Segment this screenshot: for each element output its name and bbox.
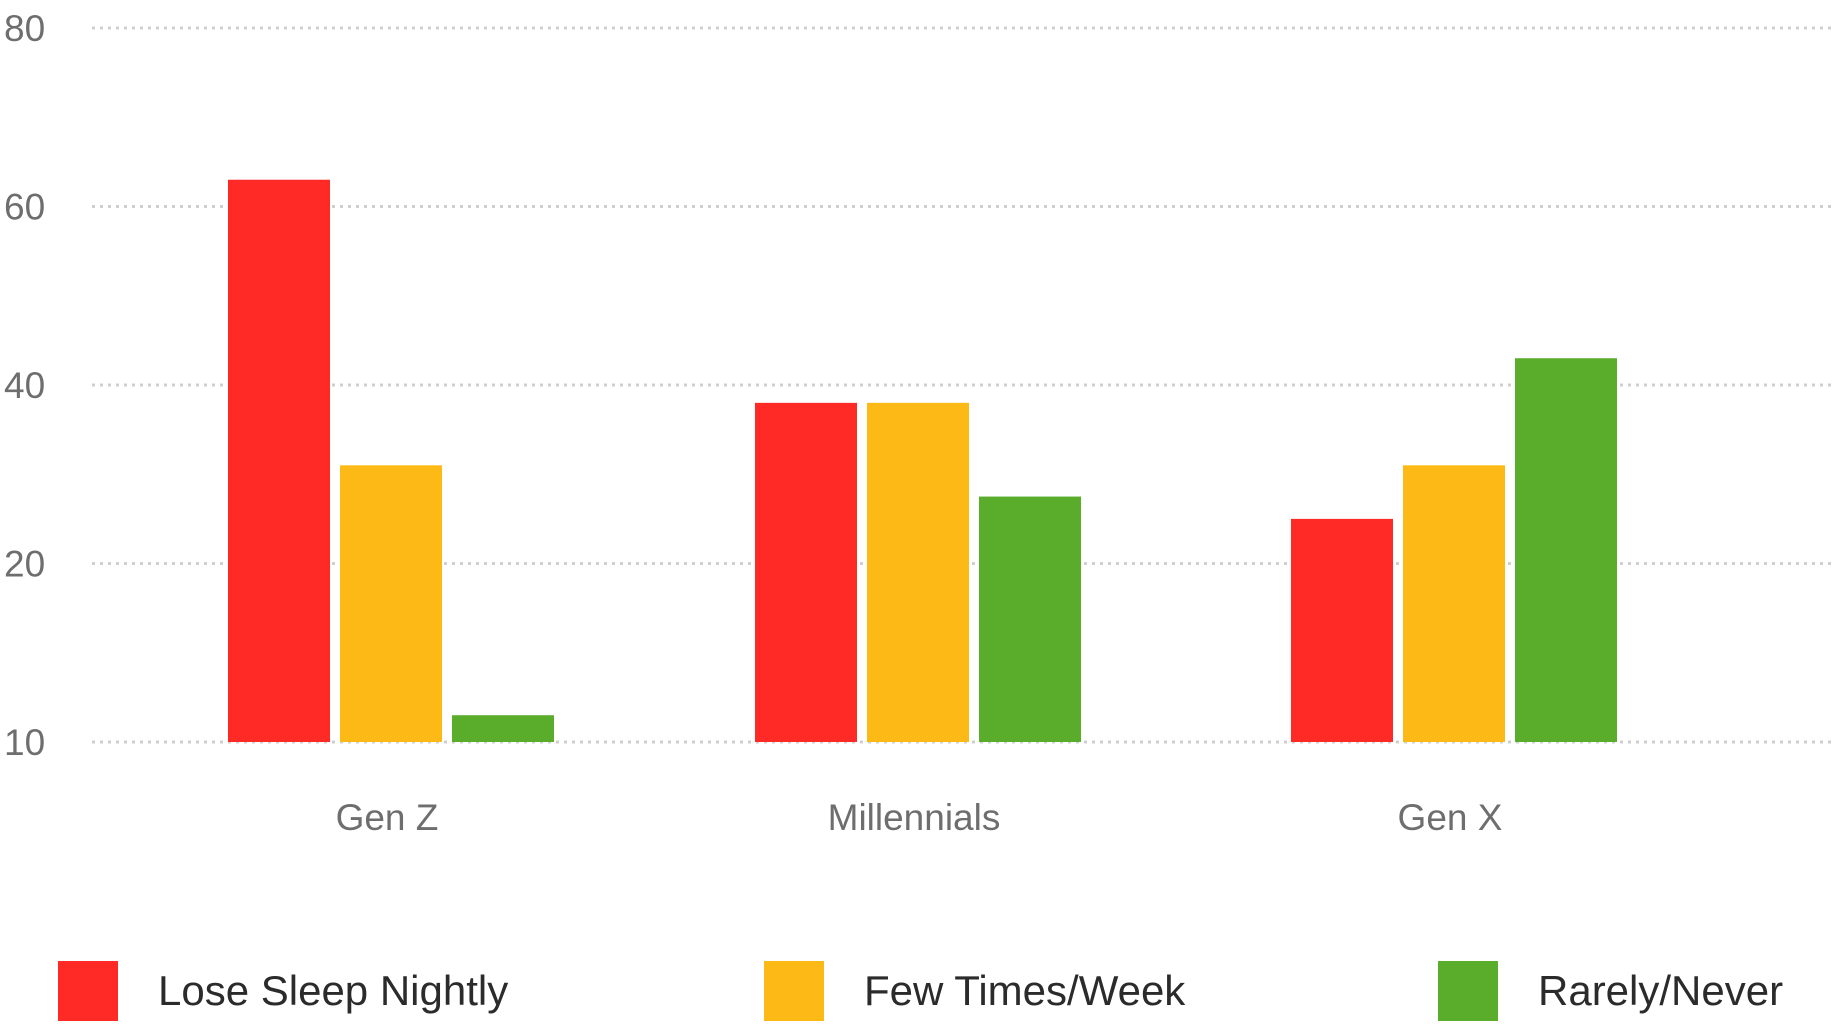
bar-gen-x-series-2 xyxy=(1515,358,1617,742)
legend-swatch-lose-sleep-nightly xyxy=(58,961,118,1021)
legend-label: Few Times/Week xyxy=(864,967,1186,1014)
bar-millennials-series-0 xyxy=(755,402,857,742)
x-axis-category-labels: Gen Z Millennials Gen X xyxy=(336,797,1503,838)
y-tick-label: 60 xyxy=(4,187,45,228)
x-category-label: Gen Z xyxy=(336,797,439,838)
legend-swatch-few-times-week xyxy=(764,961,824,1021)
bar-gen-x-series-1 xyxy=(1403,465,1505,742)
y-tick-label: 10 xyxy=(4,722,45,763)
legend-item-rarely-never: Rarely/Never xyxy=(1438,960,1783,1022)
bar-gen-z-series-2 xyxy=(452,715,554,742)
bar-millennials-series-1 xyxy=(867,402,969,742)
legend: Lose Sleep Nightly Few Times/Week Rarely… xyxy=(0,960,1835,1026)
y-axis-tick-labels: 80 60 40 20 10 xyxy=(4,8,45,763)
legend-label: Lose Sleep Nightly xyxy=(158,967,509,1014)
legend-swatch-rarely-never xyxy=(1438,961,1498,1021)
x-category-label: Millennials xyxy=(828,797,1001,838)
bar-gen-z-series-0 xyxy=(228,179,330,743)
legend-item-lose-sleep-nightly: Lose Sleep Nightly xyxy=(58,960,508,1022)
bar-gen-z-series-1 xyxy=(340,465,442,742)
bar-chart: 80 60 40 20 10 Gen Z Millennials Gen X xyxy=(4,8,1835,838)
bars xyxy=(228,179,1617,743)
legend-item-few-times-week: Few Times/Week xyxy=(764,960,1185,1022)
legend-label: Rarely/Never xyxy=(1538,967,1784,1014)
x-category-label: Gen X xyxy=(1398,797,1503,838)
y-tick-label: 40 xyxy=(4,365,45,406)
y-tick-label: 80 xyxy=(4,8,45,49)
bar-millennials-series-2 xyxy=(979,496,1081,742)
bar-gen-x-series-0 xyxy=(1291,518,1393,742)
y-tick-label: 20 xyxy=(4,544,45,585)
